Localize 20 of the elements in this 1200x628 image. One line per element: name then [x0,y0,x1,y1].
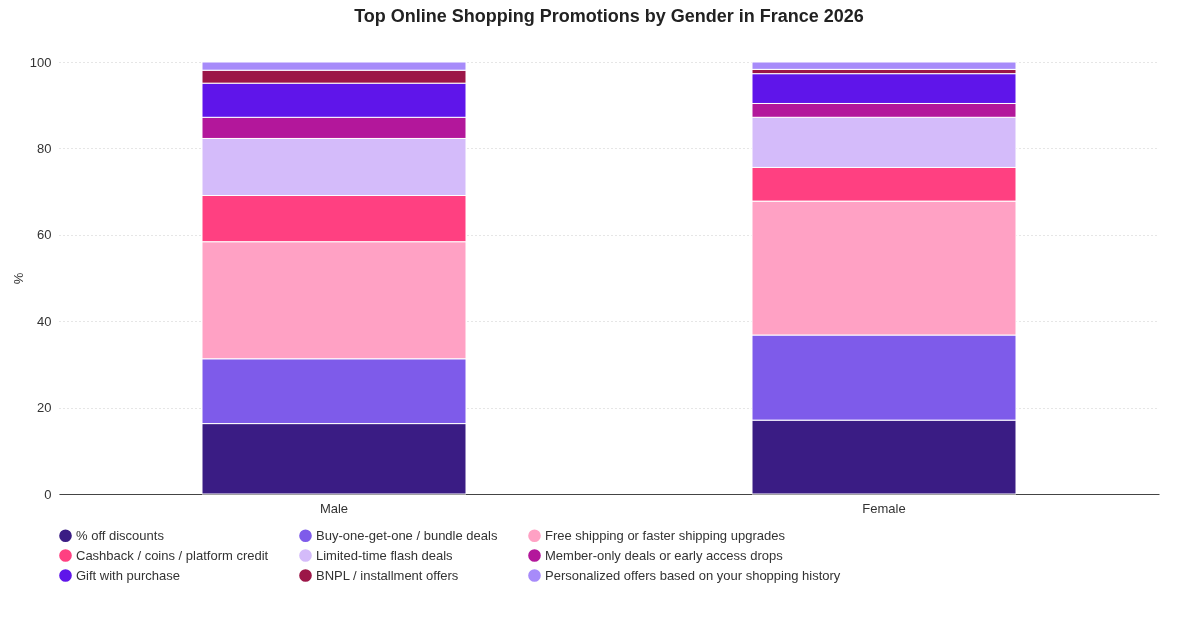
legend-label: Personalized offers based on your shopping history [545,567,841,583]
x-tick-label: Female [862,500,906,516]
legend-label: Free shipping or faster shipping upgrades [545,527,786,543]
y-tick-label: 60 [37,227,52,243]
legend-label: % off discounts [76,527,165,543]
legend-label: BNPL / installment offers [316,567,459,583]
y-tick-label: 100 [29,54,52,70]
x-tick-label: Male [319,500,349,516]
y-tick-label: 80 [37,140,52,156]
y-tick-label: 0 [44,486,52,502]
chart-title: Top Online Shopping Promotions by Gender in France 2026 [354,6,864,26]
legend-label: Member-only deals or early access drops [545,547,784,563]
legend-label: Gift with purchase [76,567,181,583]
y-tick-label: 40 [37,313,52,329]
bar [751,61,1017,70]
y-tick-label: 20 [37,400,52,416]
legend-label: Cashback / coins / platform credit [76,547,269,563]
y-axis-title: % [10,272,26,285]
legend-label: Buy-one-get-one / bundle deals [316,527,498,543]
legend-label: Limited-time flash deals [316,547,454,563]
